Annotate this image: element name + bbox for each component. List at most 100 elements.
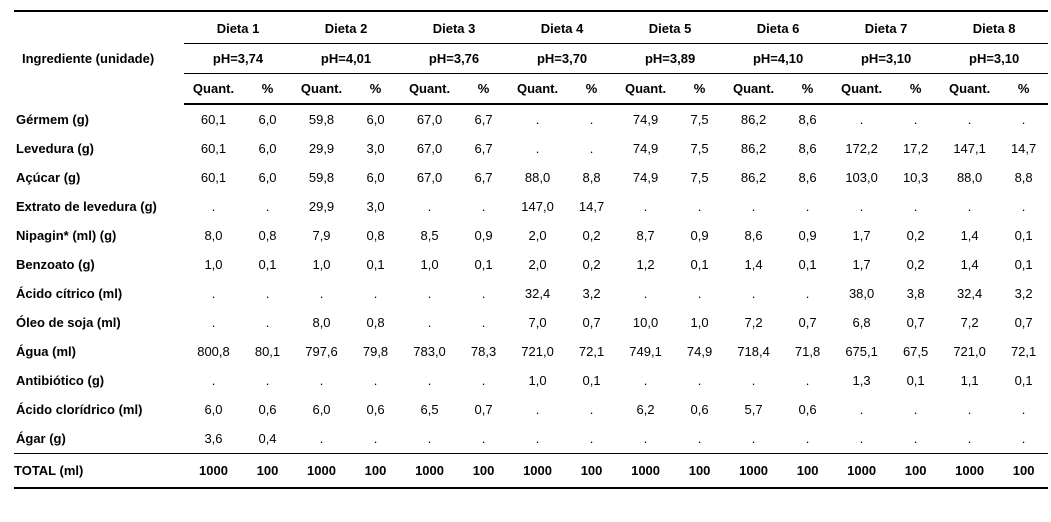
pct-cell: . <box>459 424 508 454</box>
pct-cell: 72,1 <box>999 337 1048 366</box>
col-header-diet: Dieta 4 <box>508 11 616 44</box>
ingredient-cell: Óleo de soja (ml) <box>14 308 184 337</box>
quant-cell: 10,0 <box>616 308 675 337</box>
pct-cell: 6,7 <box>459 163 508 192</box>
col-header-diet: Dieta 5 <box>616 11 724 44</box>
total-pct-cell: 100 <box>783 454 832 489</box>
col-header-quant: Quant. <box>184 74 243 105</box>
quant-cell: 1,2 <box>616 250 675 279</box>
quant-cell: 675,1 <box>832 337 891 366</box>
pct-cell: 6,0 <box>243 104 292 134</box>
total-pct-cell: 100 <box>675 454 724 489</box>
total-quant-cell: 1000 <box>400 454 459 489</box>
pct-cell: . <box>459 192 508 221</box>
quant-cell: . <box>940 192 999 221</box>
col-header-diet: Dieta 3 <box>400 11 508 44</box>
quant-cell: 7,9 <box>292 221 351 250</box>
ingredient-cell: Açúcar (g) <box>14 163 184 192</box>
quant-cell: 721,0 <box>508 337 567 366</box>
pct-cell: . <box>351 366 400 395</box>
pct-cell: 80,1 <box>243 337 292 366</box>
total-pct-cell: 100 <box>891 454 940 489</box>
quant-cell: 147,1 <box>940 134 999 163</box>
ingredient-cell: Ácido cítrico (ml) <box>14 279 184 308</box>
table-row: Ácido clorídrico (ml)6,00,66,00,66,50,7.… <box>14 395 1048 424</box>
col-header-pct: % <box>459 74 508 105</box>
pct-cell: . <box>567 424 616 454</box>
total-pct-cell: 100 <box>351 454 400 489</box>
pct-cell: 0,9 <box>459 221 508 250</box>
quant-cell: 86,2 <box>724 104 783 134</box>
pct-cell: . <box>567 395 616 424</box>
pct-cell: . <box>783 192 832 221</box>
pct-cell: 3,0 <box>351 192 400 221</box>
quant-cell: . <box>184 308 243 337</box>
quant-cell: . <box>400 192 459 221</box>
pct-cell: 0,8 <box>243 221 292 250</box>
col-header-pct: % <box>351 74 400 105</box>
quant-cell: . <box>400 366 459 395</box>
pct-cell: 78,3 <box>459 337 508 366</box>
pct-cell: 0,9 <box>783 221 832 250</box>
quant-cell: 103,0 <box>832 163 891 192</box>
total-row: TOTAL (ml)100010010001001000100100010010… <box>14 454 1048 489</box>
pct-cell: 0,2 <box>891 250 940 279</box>
col-header-diet: Dieta 1 <box>184 11 292 44</box>
col-header-ingredient: Ingrediente (unidade) <box>14 11 184 104</box>
pct-cell: 7,5 <box>675 104 724 134</box>
table-row: Gérmem (g)60,16,059,86,067,06,7..74,97,5… <box>14 104 1048 134</box>
pct-cell: 8,6 <box>783 134 832 163</box>
quant-cell: 6,2 <box>616 395 675 424</box>
quant-cell: 1,4 <box>940 250 999 279</box>
quant-cell: 1,4 <box>940 221 999 250</box>
pct-cell: 67,5 <box>891 337 940 366</box>
total-quant-cell: 1000 <box>292 454 351 489</box>
total-quant-cell: 1000 <box>184 454 243 489</box>
quant-cell: 59,8 <box>292 104 351 134</box>
quant-cell: 67,0 <box>400 104 459 134</box>
pct-cell: . <box>459 279 508 308</box>
quant-cell: 1,7 <box>832 221 891 250</box>
pct-cell: 71,8 <box>783 337 832 366</box>
quant-cell: 783,0 <box>400 337 459 366</box>
pct-cell: 0,1 <box>459 250 508 279</box>
col-header-pct: % <box>783 74 832 105</box>
pct-cell: . <box>783 279 832 308</box>
quant-cell: 147,0 <box>508 192 567 221</box>
col-header-diet: Dieta 2 <box>292 11 400 44</box>
pct-cell: . <box>243 308 292 337</box>
table-row: Açúcar (g)60,16,059,86,067,06,788,08,874… <box>14 163 1048 192</box>
quant-cell: 749,1 <box>616 337 675 366</box>
table-row: Óleo de soja (ml)..8,00,8..7,00,710,01,0… <box>14 308 1048 337</box>
quant-cell: . <box>508 395 567 424</box>
quant-cell: 88,0 <box>940 163 999 192</box>
quant-cell: 2,0 <box>508 250 567 279</box>
quant-cell: . <box>724 192 783 221</box>
quant-cell: . <box>400 308 459 337</box>
quant-cell: 6,8 <box>832 308 891 337</box>
quant-cell: . <box>940 424 999 454</box>
ingredient-cell: Ágar (g) <box>14 424 184 454</box>
col-header-ph: pH=4,01 <box>292 44 400 74</box>
pct-cell: 0,9 <box>675 221 724 250</box>
col-header-quant: Quant. <box>616 74 675 105</box>
pct-cell: 0,6 <box>783 395 832 424</box>
quant-cell: 1,0 <box>292 250 351 279</box>
table-row: Levedura (g)60,16,029,93,067,06,7..74,97… <box>14 134 1048 163</box>
pct-cell: 6,7 <box>459 134 508 163</box>
pct-cell: . <box>999 104 1048 134</box>
pct-cell: 0,7 <box>783 308 832 337</box>
col-header-pct: % <box>567 74 616 105</box>
quant-cell: . <box>184 366 243 395</box>
col-header-quant: Quant. <box>940 74 999 105</box>
quant-cell: . <box>184 192 243 221</box>
pct-cell: 0,7 <box>459 395 508 424</box>
col-header-ph: pH=3,76 <box>400 44 508 74</box>
pct-cell: . <box>567 104 616 134</box>
table-row: Benzoato (g)1,00,11,00,11,00,12,00,21,20… <box>14 250 1048 279</box>
quant-cell: . <box>832 104 891 134</box>
quant-cell: 8,0 <box>184 221 243 250</box>
pct-cell: 0,2 <box>567 250 616 279</box>
quant-cell: . <box>940 104 999 134</box>
pct-cell: 0,7 <box>891 308 940 337</box>
